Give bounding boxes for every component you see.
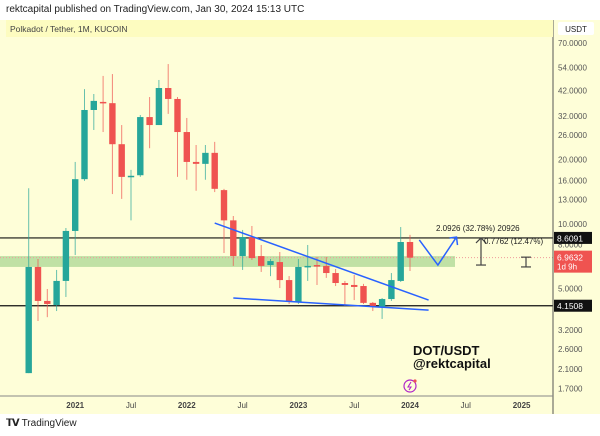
candle-body[interactable]: [44, 300, 51, 304]
tradingview-logo-icon: 𝗧𝗩: [6, 418, 20, 429]
candle-body[interactable]: [155, 88, 163, 126]
watermark-author: @rektcapital: [413, 356, 491, 371]
candle-body[interactable]: [137, 117, 144, 176]
candle-body[interactable]: [360, 286, 367, 303]
candle-body[interactable]: [99, 101, 107, 104]
candle-body[interactable]: [81, 109, 88, 180]
price-tick-label: 8.0000: [558, 241, 583, 250]
last-price-badge: [554, 250, 592, 273]
candle-body[interactable]: [295, 266, 302, 303]
candle-body[interactable]: [192, 161, 200, 164]
candle-body[interactable]: [90, 100, 97, 110]
price-tick-label: 32.0000: [558, 112, 587, 121]
candle-body[interactable]: [165, 88, 172, 99]
candle-body[interactable]: [220, 190, 228, 221]
candle-body[interactable]: [341, 283, 349, 285]
candle-body[interactable]: [118, 144, 125, 177]
time-tick-label: Jul: [349, 401, 359, 410]
candle-body[interactable]: [239, 237, 246, 257]
price-tick-label: 42.0000: [558, 87, 587, 96]
footer-brand: TradingView: [21, 418, 77, 429]
footer[interactable]: 𝗧𝗩 TradingView: [6, 418, 77, 429]
candle-body[interactable]: [332, 273, 339, 284]
time-tick-label: Jul: [126, 401, 136, 410]
price-tick-label: 16.0000: [558, 176, 587, 185]
price-tick-label: 20.0000: [558, 156, 587, 165]
time-tick-label: 2025: [513, 401, 531, 410]
candle-body[interactable]: [323, 265, 330, 274]
trendline[interactable]: [214, 222, 429, 301]
price-tick-label: 10.0000: [558, 220, 587, 229]
candle-body[interactable]: [183, 132, 190, 162]
support-zone: [0, 256, 455, 267]
measure-label-2: 0.7762 (12.47%): [484, 237, 543, 246]
candle-body[interactable]: [211, 152, 218, 189]
price-tick-label: 3.2000: [558, 326, 583, 335]
candle-body[interactable]: [397, 241, 404, 281]
measure-label-1: 2.0926 (32.78%) 20926: [436, 224, 520, 233]
currency-label: USDT: [565, 25, 587, 34]
projection-path[interactable]: [418, 236, 458, 267]
lightning-icon[interactable]: [403, 379, 417, 393]
level-price-label: 8.6091: [557, 233, 583, 243]
last-price-label: 6.9632: [557, 253, 583, 263]
candle-body[interactable]: [351, 284, 358, 287]
symbol-bar: [6, 20, 553, 37]
level-price-badge: [554, 231, 592, 244]
candle-countdown-label: 1d 9h: [557, 263, 577, 272]
price-tick-label: 5.0000: [558, 284, 583, 293]
candle-body[interactable]: [53, 280, 60, 306]
level-price-label: 4.1508: [557, 301, 583, 311]
candle-body[interactable]: [267, 261, 274, 266]
candle-body[interactable]: [285, 280, 293, 303]
currency-badge[interactable]: [558, 22, 594, 35]
candle-body[interactable]: [276, 262, 283, 281]
candle-body[interactable]: [378, 299, 386, 308]
candle-body[interactable]: [34, 266, 42, 301]
price-tick-label: 2.6000: [558, 345, 583, 354]
projection-arrowhead-icon: [449, 236, 459, 246]
price-tick-label: 26.0000: [558, 131, 587, 140]
time-tick-label: 2024: [401, 401, 419, 410]
candle-body[interactable]: [304, 265, 311, 268]
candle-body[interactable]: [202, 152, 209, 164]
trendline[interactable]: [233, 297, 429, 311]
candle-body[interactable]: [174, 98, 181, 133]
price-tick-label: 13.0000: [558, 196, 587, 205]
price-tick-label: 1.7000: [558, 385, 583, 394]
candle-body[interactable]: [230, 220, 237, 257]
price-tick-label: 2.1000: [558, 365, 583, 374]
candle-body[interactable]: [258, 256, 265, 266]
measure-arrow-icon: [475, 237, 487, 244]
candle-body[interactable]: [313, 265, 321, 267]
candle-body[interactable]: [369, 302, 376, 306]
candle-body[interactable]: [388, 280, 395, 300]
candle-body[interactable]: [62, 230, 70, 281]
candle-body[interactable]: [72, 179, 79, 231]
time-tick-label: 2023: [290, 401, 308, 410]
price-tick-label: 70.0000: [558, 39, 587, 48]
time-tick-label: Jul: [461, 401, 471, 410]
candle-body[interactable]: [248, 237, 256, 259]
time-tick-label: Jul: [237, 401, 247, 410]
publish-info: rektcapital published on TradingView.com…: [6, 4, 305, 15]
candle-body[interactable]: [146, 117, 153, 126]
watermark-pair: DOT/USDT: [413, 343, 480, 358]
candle-body[interactable]: [109, 103, 116, 145]
candle-body[interactable]: [127, 175, 135, 178]
symbol-title: Polkadot / Tether, 1M, KUCOIN: [10, 24, 127, 34]
price-tick-label: 54.0000: [558, 63, 587, 72]
chart-background: [0, 20, 600, 414]
time-tick-label: 2022: [178, 401, 196, 410]
time-tick-label: 2021: [66, 401, 84, 410]
candle-body[interactable]: [406, 241, 414, 258]
candle-body[interactable]: [25, 266, 32, 374]
level-price-badge: [554, 299, 592, 312]
